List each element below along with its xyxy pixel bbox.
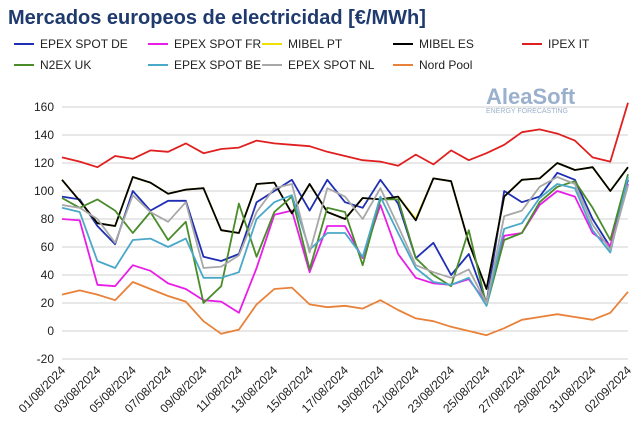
y-tick-label: 0 <box>47 324 54 338</box>
series-line <box>61 162 629 290</box>
legend-label: IPEX IT <box>548 37 590 51</box>
legend-label: MIBEL PT <box>288 37 343 51</box>
legend-label: EPEX SPOT DE <box>40 37 128 51</box>
y-tick-label: -20 <box>37 352 55 366</box>
logo-tagline: ENERGY FORECASTING <box>486 108 568 115</box>
y-tick-label: 100 <box>34 184 54 198</box>
series-line <box>61 176 629 304</box>
series-line <box>61 176 629 307</box>
series-line <box>61 173 629 307</box>
logo-name: AleaSoft <box>486 84 576 109</box>
legend-label: EPEX SPOT BE <box>174 58 261 72</box>
y-tick-label: 40 <box>41 268 55 282</box>
series-line <box>61 281 629 337</box>
y-tick-label: 20 <box>41 296 55 310</box>
chart-title: Mercados europeos de electricidad [€/MWh… <box>8 7 426 29</box>
y-tick-label: 80 <box>41 212 55 226</box>
y-tick-label: 140 <box>34 128 54 142</box>
legend-label: Nord Pool <box>419 58 472 72</box>
legend-label: EPEX SPOT NL <box>288 58 375 72</box>
y-tick-label: 120 <box>34 156 54 170</box>
series-line <box>61 102 629 169</box>
legend-label: N2EX UK <box>40 58 91 72</box>
legend-label: MIBEL ES <box>419 37 474 51</box>
series-line <box>61 183 629 314</box>
y-tick-label: 160 <box>34 100 54 114</box>
legend-label: EPEX SPOT FR <box>174 37 261 51</box>
series-line <box>61 171 629 304</box>
y-tick-label: 60 <box>41 240 55 254</box>
